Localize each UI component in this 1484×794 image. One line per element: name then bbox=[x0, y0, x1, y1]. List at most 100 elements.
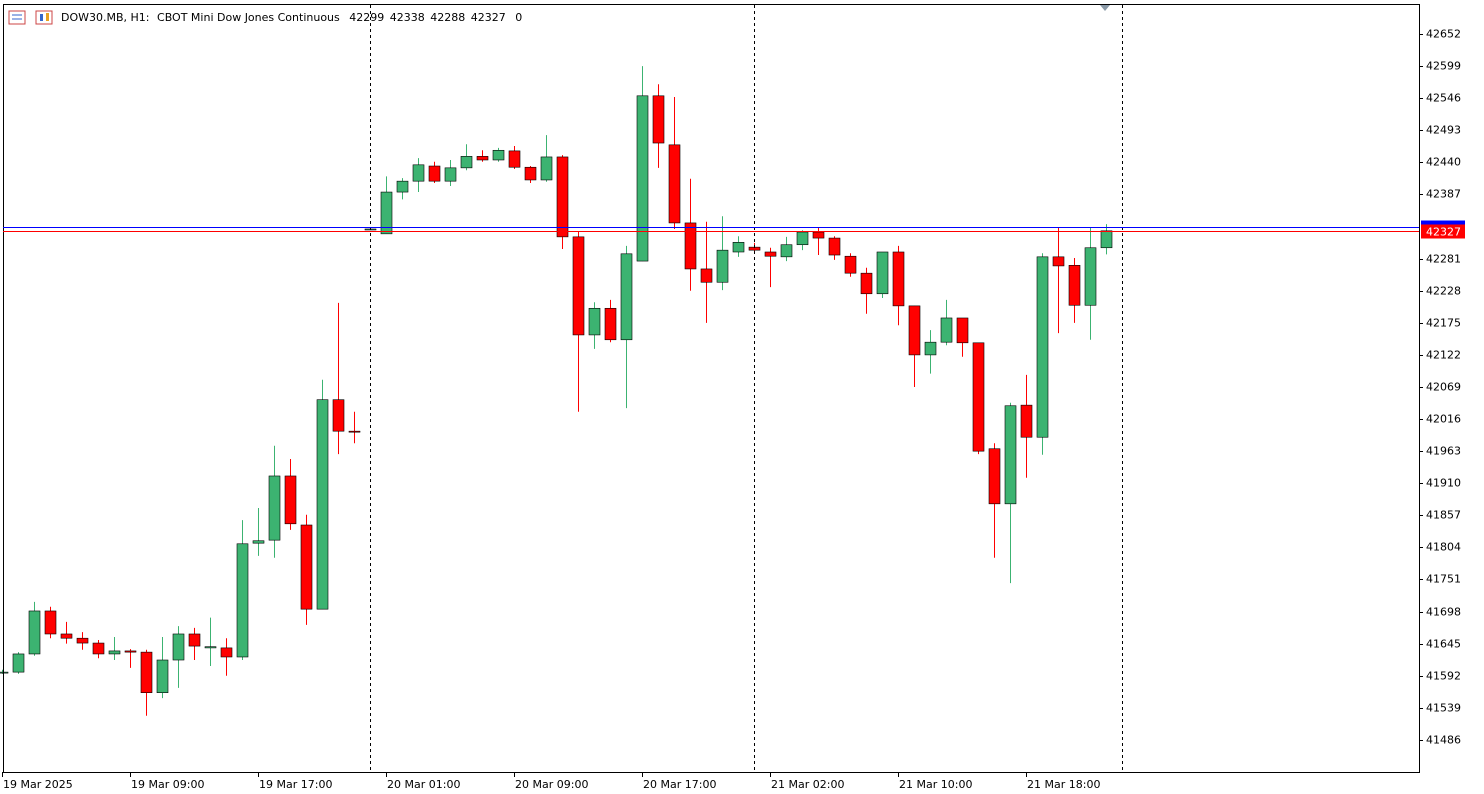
x-tick-label: 20 Mar 09:00 bbox=[515, 778, 588, 791]
candle-body bbox=[476, 156, 489, 161]
bid-label: 42327 bbox=[1426, 226, 1461, 239]
y-tick-label: 42440 bbox=[1426, 156, 1461, 169]
candle-body bbox=[620, 253, 633, 341]
candle-body bbox=[44, 610, 57, 635]
shift-marker bbox=[1100, 5, 1110, 11]
candle-body bbox=[92, 642, 105, 655]
header-close: 42327 bbox=[471, 11, 506, 24]
candle-body bbox=[348, 430, 361, 433]
candle-body bbox=[732, 242, 745, 253]
x-tick-label: 21 Mar 10:00 bbox=[899, 778, 972, 791]
icon bbox=[8, 10, 26, 25]
candle-body bbox=[572, 236, 585, 336]
candle-body bbox=[108, 650, 121, 655]
candle-body bbox=[316, 399, 329, 610]
bid-label-box bbox=[1421, 224, 1465, 239]
y-tick-label: 42016 bbox=[1426, 413, 1461, 426]
y-tick-label: 42652 bbox=[1426, 28, 1461, 41]
candle-body bbox=[876, 251, 889, 295]
candle-body bbox=[124, 650, 137, 653]
candle-body bbox=[1084, 247, 1097, 306]
candle-body bbox=[492, 149, 505, 161]
candle-body bbox=[700, 268, 713, 283]
candle-body bbox=[764, 251, 777, 257]
candle-body bbox=[604, 307, 617, 341]
y-tick-label: 41751 bbox=[1426, 573, 1461, 586]
candle-body bbox=[972, 342, 985, 452]
y-tick-label: 42387 bbox=[1426, 188, 1461, 201]
candle-body bbox=[1068, 265, 1081, 306]
x-tick-label: 20 Mar 01:00 bbox=[387, 778, 460, 791]
x-tick-label: 19 Mar 09:00 bbox=[131, 778, 204, 791]
candle-body bbox=[444, 167, 457, 182]
candle-body bbox=[1004, 405, 1017, 505]
candle-body bbox=[188, 633, 201, 647]
y-tick-label: 42069 bbox=[1426, 381, 1461, 394]
candle-body bbox=[812, 231, 825, 239]
candle-body bbox=[1052, 256, 1065, 267]
candle-body bbox=[716, 249, 729, 283]
candle-body bbox=[988, 448, 1001, 505]
symbol: DOW30.MB, H1: bbox=[61, 11, 150, 24]
x-tick-label: 21 Mar 18:00 bbox=[1027, 778, 1100, 791]
y-tick-label: 42175 bbox=[1426, 317, 1461, 330]
candle-body bbox=[668, 144, 681, 224]
candle-body bbox=[332, 399, 345, 432]
candle-body bbox=[412, 164, 425, 182]
candle-body bbox=[780, 244, 793, 258]
candle-body bbox=[588, 307, 601, 336]
y-tick-label: 41539 bbox=[1426, 702, 1461, 715]
candle-body bbox=[236, 543, 249, 658]
y-tick-label: 41592 bbox=[1426, 670, 1461, 683]
candle-body bbox=[284, 475, 297, 525]
header-low: 42288 bbox=[430, 11, 465, 24]
candle-body bbox=[684, 222, 697, 270]
candle-body bbox=[1020, 404, 1033, 438]
y-tick-label: 42546 bbox=[1426, 92, 1461, 105]
header-open: 42299 bbox=[349, 11, 384, 24]
y-tick-label: 42122 bbox=[1426, 349, 1461, 362]
candle-body bbox=[540, 156, 553, 181]
y-tick-label: 41963 bbox=[1426, 445, 1461, 458]
candle-body bbox=[956, 317, 969, 344]
x-tick-label: 20 Mar 17:00 bbox=[643, 778, 716, 791]
candle-body bbox=[508, 150, 521, 168]
candle-body bbox=[1100, 230, 1113, 249]
y-tick-label: 41645 bbox=[1426, 638, 1461, 651]
candle-body bbox=[60, 633, 73, 639]
candle-body bbox=[460, 156, 473, 169]
y-tick-label: 42493 bbox=[1426, 124, 1461, 137]
x-tick-label: 19 Mar 2025 bbox=[3, 778, 73, 791]
candle-body bbox=[636, 95, 649, 262]
candle-body bbox=[396, 180, 409, 193]
y-tick-label: 41698 bbox=[1426, 606, 1461, 619]
y-tick-label: 42281 bbox=[1426, 253, 1461, 266]
candle-body bbox=[156, 659, 169, 693]
plot-frame bbox=[3, 4, 1420, 773]
y-tick-label: 41804 bbox=[1426, 541, 1461, 554]
candle-body bbox=[300, 524, 313, 610]
candle-body bbox=[796, 231, 809, 246]
icon bbox=[35, 10, 53, 25]
candle-body bbox=[828, 237, 841, 256]
candle-body bbox=[428, 165, 441, 182]
y-tick-label: 41910 bbox=[1426, 477, 1461, 490]
y-tick-label: 41857 bbox=[1426, 509, 1461, 522]
chart-header: DOW30.MB, H1: CBOT Mini Dow Jones Contin… bbox=[61, 11, 522, 24]
candle-body bbox=[204, 646, 217, 649]
header-extra: 0 bbox=[515, 11, 522, 24]
header-icons bbox=[8, 10, 53, 25]
candle-body bbox=[76, 637, 89, 644]
candle-body bbox=[908, 305, 921, 356]
candle-body bbox=[924, 341, 937, 356]
candle-body bbox=[252, 540, 265, 544]
candle-body bbox=[844, 255, 857, 274]
candle-body bbox=[268, 475, 281, 541]
plot-area bbox=[0, 66, 1113, 716]
candle-body bbox=[380, 191, 393, 235]
description: CBOT Mini Dow Jones Continuous bbox=[157, 11, 340, 24]
candle-body bbox=[140, 651, 153, 693]
